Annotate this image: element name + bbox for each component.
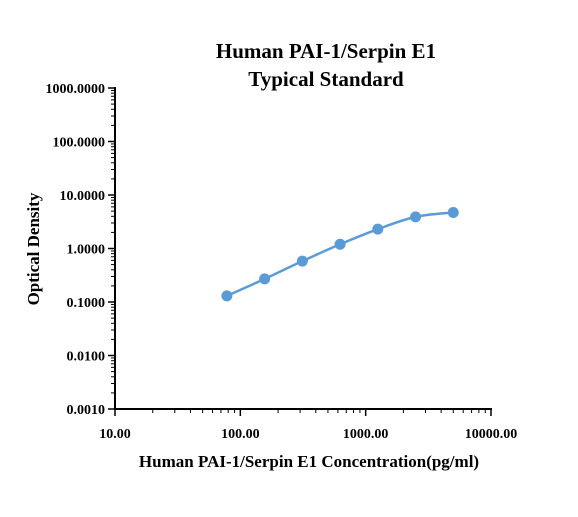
chart-subtitle: Typical Standard (248, 67, 404, 91)
data-point (372, 223, 384, 235)
axes-layer: 10.00 100.00 1000.00 10000.00 0.0010 0.0100 0.… (46, 82, 518, 442)
x-tick-label: 100.00 (221, 427, 260, 442)
x-tick-label: 10.00 (99, 427, 131, 442)
y-axis-title: Optical Density (24, 192, 43, 305)
y-tick-label: 100.0000 (53, 136, 106, 151)
y-tick-label: 0.0100 (67, 350, 106, 365)
y-tick-label: 0.0010 (67, 403, 106, 418)
data-point (334, 238, 346, 250)
data-point (447, 207, 459, 219)
y-tick-label: 0.1000 (67, 296, 106, 311)
data-point (221, 290, 233, 302)
y-tick-label: 10.0000 (60, 189, 106, 204)
data-point (296, 255, 308, 267)
x-axis-title: Human PAI-1/Serpin E1 Concentration(pg/m… (139, 452, 479, 471)
points-layer (221, 207, 459, 302)
x-tick-label: 1000.00 (343, 427, 389, 442)
data-point (410, 211, 422, 223)
x-tick-label: 10000.00 (465, 427, 518, 442)
fit-curve (226, 211, 454, 298)
y-tick-label: 1.0000 (67, 243, 106, 258)
curve-layer (226, 211, 454, 298)
y-tick-label: 1000.0000 (46, 82, 106, 97)
data-point (259, 273, 271, 285)
chart-title: Human PAI-1/Serpin E1 (216, 39, 436, 63)
